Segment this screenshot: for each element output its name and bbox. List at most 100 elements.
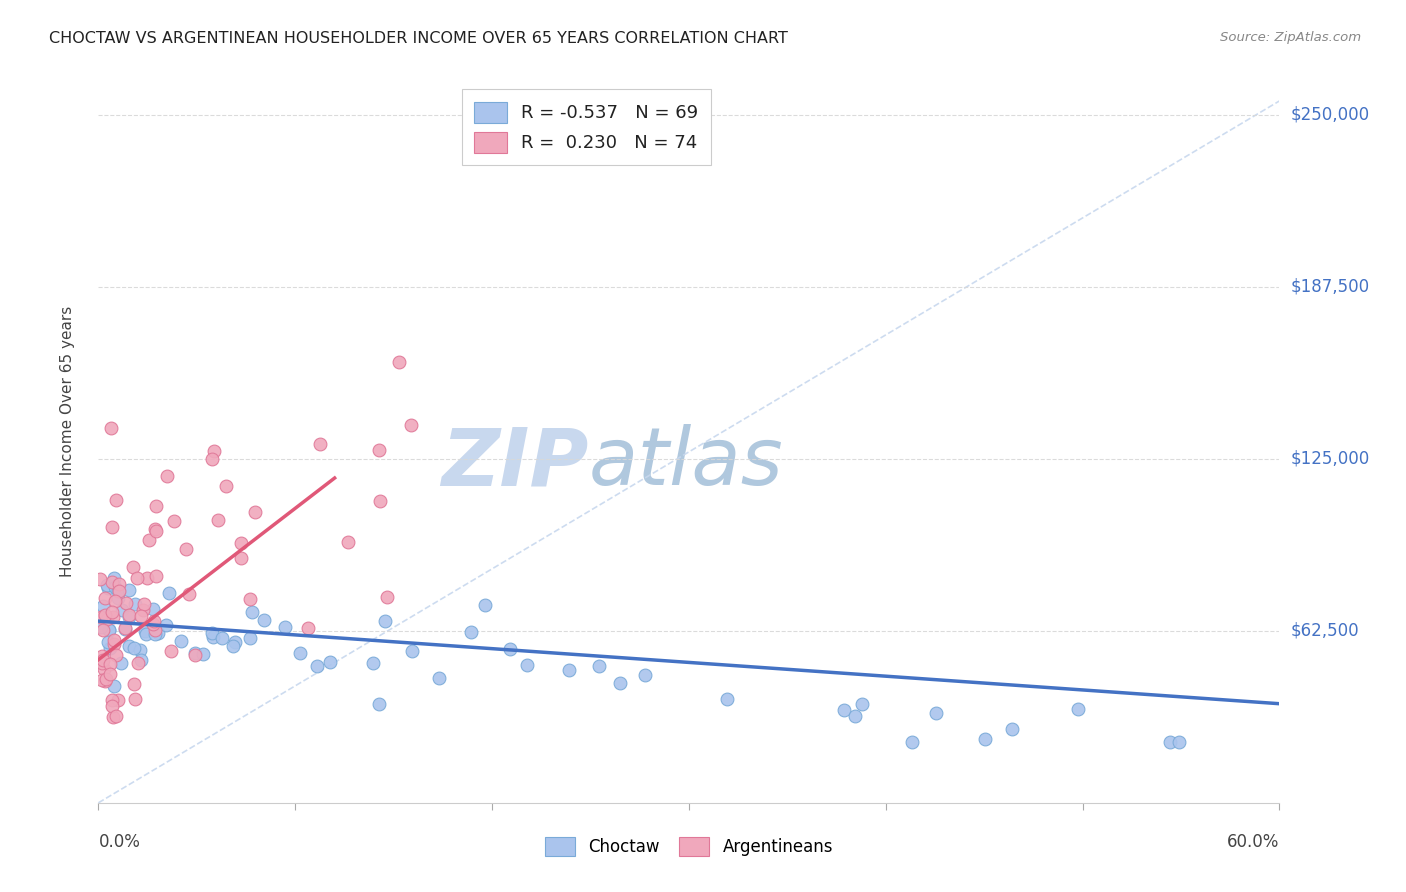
Point xyxy=(367,698,389,712)
Point xyxy=(145,524,167,538)
Point xyxy=(142,616,165,631)
Point xyxy=(177,587,200,601)
Point xyxy=(202,630,225,644)
Point xyxy=(107,692,129,706)
Point xyxy=(336,535,359,549)
Point xyxy=(401,418,423,433)
Point xyxy=(128,643,150,657)
Point xyxy=(127,656,149,670)
Point xyxy=(1159,735,1181,749)
Point xyxy=(201,451,224,466)
Point xyxy=(239,592,262,607)
Point xyxy=(118,610,141,624)
Point xyxy=(901,735,924,749)
Point xyxy=(474,598,496,612)
Point xyxy=(1168,735,1191,749)
Point xyxy=(100,692,122,706)
Point xyxy=(155,617,177,632)
Point xyxy=(851,698,873,712)
Point xyxy=(224,635,246,649)
Text: $250,000: $250,000 xyxy=(1291,105,1369,124)
Point xyxy=(118,583,141,598)
Point xyxy=(243,505,266,519)
Point xyxy=(716,692,738,706)
Point xyxy=(401,644,423,658)
Point xyxy=(184,646,207,660)
Point xyxy=(132,602,155,616)
Point xyxy=(101,710,124,724)
Point xyxy=(240,605,263,619)
Point xyxy=(145,499,167,513)
Point xyxy=(239,631,262,645)
Point xyxy=(184,648,207,662)
Point xyxy=(110,656,132,670)
Point xyxy=(368,442,391,457)
Point xyxy=(122,640,145,655)
Point xyxy=(221,639,243,653)
Point xyxy=(131,652,153,666)
Point xyxy=(90,673,112,687)
Point xyxy=(193,648,215,662)
Point xyxy=(143,523,166,537)
Point xyxy=(114,621,136,635)
Point xyxy=(107,583,129,598)
Point xyxy=(101,698,124,713)
Point xyxy=(101,520,124,534)
Point xyxy=(305,658,328,673)
Point xyxy=(121,560,143,574)
Point xyxy=(122,677,145,691)
Point xyxy=(98,624,121,638)
Point xyxy=(460,624,482,639)
Point xyxy=(134,624,156,638)
Point xyxy=(114,623,136,637)
Point xyxy=(129,609,152,624)
Point xyxy=(156,468,179,483)
Point xyxy=(124,692,146,706)
Point xyxy=(100,641,122,656)
Point xyxy=(91,599,114,613)
Point xyxy=(90,610,112,624)
Point xyxy=(318,655,340,669)
Point xyxy=(96,672,118,686)
Point xyxy=(89,572,111,586)
Point xyxy=(91,624,114,638)
Point xyxy=(374,614,396,628)
Point xyxy=(499,642,522,657)
Point xyxy=(274,620,297,634)
Point xyxy=(516,657,538,672)
Point xyxy=(118,607,141,622)
Point xyxy=(609,676,631,690)
Point xyxy=(163,514,186,528)
Point xyxy=(588,659,610,673)
Point xyxy=(101,605,124,619)
Point xyxy=(103,571,125,585)
Point xyxy=(103,633,125,648)
Point xyxy=(143,623,166,637)
Point xyxy=(157,585,180,599)
Point xyxy=(202,443,225,458)
Point xyxy=(132,597,155,611)
Point xyxy=(148,626,170,640)
Point xyxy=(100,667,122,681)
Point xyxy=(105,708,128,723)
Point xyxy=(108,577,131,591)
Point xyxy=(90,620,112,634)
Point xyxy=(974,732,997,747)
Point xyxy=(93,591,115,606)
Point xyxy=(91,653,114,667)
Text: $62,500: $62,500 xyxy=(1291,622,1360,640)
Point xyxy=(103,637,125,651)
Point xyxy=(370,493,392,508)
Point xyxy=(844,708,866,723)
Point xyxy=(231,550,253,565)
Point xyxy=(103,679,125,693)
Point xyxy=(925,706,948,720)
Text: $187,500: $187,500 xyxy=(1291,277,1369,296)
Point xyxy=(98,657,121,671)
Point xyxy=(215,479,238,493)
Point xyxy=(142,601,165,615)
Point xyxy=(93,662,115,676)
Text: CHOCTAW VS ARGENTINEAN HOUSEHOLDER INCOME OVER 65 YEARS CORRELATION CHART: CHOCTAW VS ARGENTINEAN HOUSEHOLDER INCOM… xyxy=(49,31,789,46)
Point xyxy=(135,571,157,585)
Point xyxy=(1001,722,1024,736)
